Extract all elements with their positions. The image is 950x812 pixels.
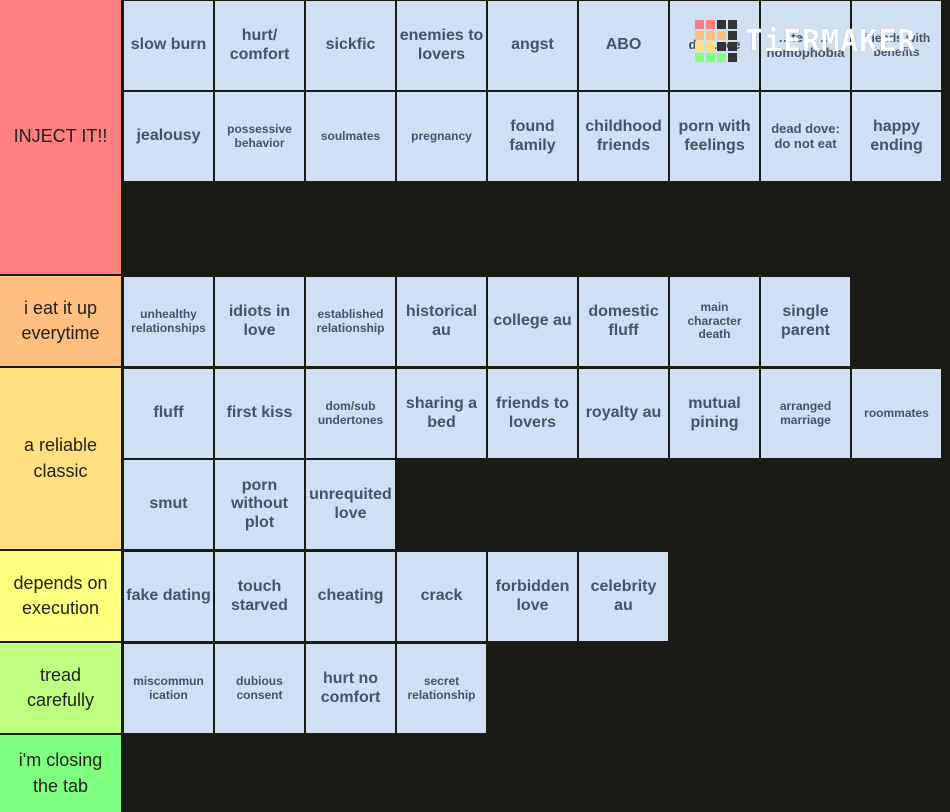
tier-item[interactable]: royalty au <box>579 369 668 458</box>
tier-item[interactable]: found family <box>488 92 577 181</box>
tier-item[interactable]: unrequited love <box>306 460 395 549</box>
tier-row-reliable-classic: a reliable classic fluff first kiss dom/… <box>0 368 950 551</box>
tier-item[interactable]: single parent <box>761 277 850 366</box>
tier-item[interactable]: dubious consent <box>215 644 304 733</box>
tier-item[interactable]: first kiss <box>215 369 304 458</box>
logo-grid-icon <box>695 20 737 62</box>
tiermaker-logo: TiERMAKER <box>695 20 917 62</box>
tier-item[interactable]: secret relationship <box>397 644 486 733</box>
tier-item[interactable]: …te… … homophobia <box>761 1 850 90</box>
tier-item[interactable]: childhood friends <box>579 92 668 181</box>
tier-label: a reliable classic <box>0 368 123 549</box>
tier-item[interactable]: possessive behavior <box>215 92 304 181</box>
tier-item[interactable]: jealousy <box>124 92 213 181</box>
tier-item[interactable]: porn with feelings <box>670 92 759 181</box>
tier-item[interactable]: smut <box>124 460 213 549</box>
tier-item[interactable]: pregnancy <box>397 92 486 181</box>
tier-row-depends: depends on execution fake dating touch s… <box>0 551 950 643</box>
tier-item[interactable]: dom/sub undertones <box>306 369 395 458</box>
tier-item[interactable]: established relationship <box>306 277 395 366</box>
tier-row-eat-it-up: i eat it up everytime unhealthy relation… <box>0 276 950 368</box>
tier-item[interactable]: touch starved <box>215 552 304 641</box>
tier-item[interactable]: miscommun ication <box>124 644 213 733</box>
tier-item[interactable]: main character death <box>670 277 759 366</box>
tier-item[interactable]: unhealthy relationships <box>124 277 213 366</box>
tier-item[interactable]: porn without plot <box>215 460 304 549</box>
tier-item[interactable]: hurt no comfort <box>306 644 395 733</box>
tier-label: i'm closing the tab <box>0 735 123 812</box>
tier-item[interactable]: enemies to lovers <box>397 1 486 90</box>
tier-items: unhealthy relationships idiots in love e… <box>123 276 948 366</box>
tier-items: fluff first kiss dom/sub undertones shar… <box>123 368 948 549</box>
tier-item[interactable]: domestic fluff <box>579 277 668 366</box>
tier-item[interactable]: friends with benefits <box>852 1 941 90</box>
tier-item[interactable]: happy ending <box>852 92 941 181</box>
tier-item[interactable]: hurt/ comfort <box>215 1 304 90</box>
tier-item[interactable]: roommates <box>852 369 941 458</box>
tier-item[interactable]: dead dove: do not eat <box>761 92 850 181</box>
tier-item[interactable]: soulmates <box>306 92 395 181</box>
tier-item[interactable]: celebrity au <box>579 552 668 641</box>
tier-label: INJECT IT!! <box>0 0 123 274</box>
tier-items: slow burn hurt/ comfort sickfic enemies … <box>123 0 948 274</box>
tier-item[interactable]: fluff <box>124 369 213 458</box>
tier-label: tread carefully <box>0 643 123 733</box>
tier-item[interactable]: mutual pining <box>670 369 759 458</box>
tier-label: depends on execution <box>0 551 123 641</box>
tier-items: miscommun ication dubious consent hurt n… <box>123 643 948 733</box>
tier-item[interactable]: fake dating <box>124 552 213 641</box>
tier-item[interactable]: historical au <box>397 277 486 366</box>
tier-row-tread-carefully: tread carefully miscommun ication dubiou… <box>0 643 950 735</box>
tier-row-closing-tab: i'm closing the tab <box>0 735 950 812</box>
tier-item[interactable]: sharing a bed <box>397 369 486 458</box>
tier-label: i eat it up everytime <box>0 276 123 366</box>
tier-item[interactable]: sickfic <box>306 1 395 90</box>
tier-item[interactable]: crack <box>397 552 486 641</box>
tier-items: fake dating touch starved cheating crack… <box>123 551 948 641</box>
logo-text: TiERMAKER <box>745 23 917 59</box>
tier-item[interactable]: cheating <box>306 552 395 641</box>
tier-item[interactable]: ABO <box>579 1 668 90</box>
tier-item[interactable]: friends to lovers <box>488 369 577 458</box>
tier-item[interactable]: arranged marriage <box>761 369 850 458</box>
tier-item[interactable]: college au <box>488 277 577 366</box>
tier-item[interactable]: forbidden love <box>488 552 577 641</box>
tier-item[interactable]: angst <box>488 1 577 90</box>
tier-items <box>123 735 948 812</box>
tier-item[interactable]: slow burn <box>124 1 213 90</box>
tier-row-inject-it: INJECT IT!! slow burn hurt/ comfort sick… <box>0 0 950 276</box>
tier-item[interactable]: idiots in love <box>215 277 304 366</box>
